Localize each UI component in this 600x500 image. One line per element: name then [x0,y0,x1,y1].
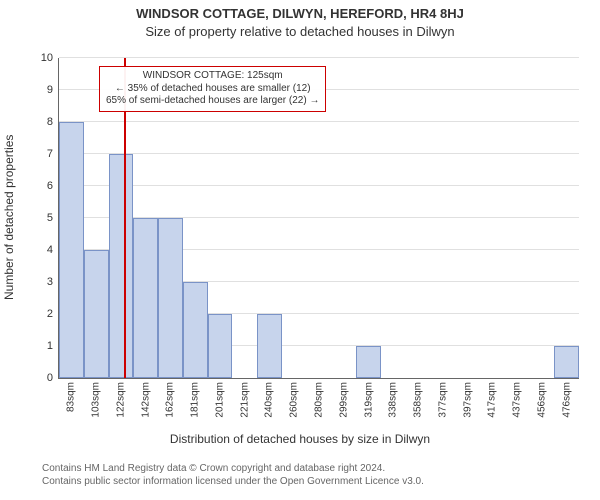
bar [158,218,183,378]
x-tick-label: 240sqm [264,382,275,418]
x-tick-label: 142sqm [140,382,151,418]
x-tick-label: 122sqm [115,382,126,418]
y-tick-label: 9 [47,84,53,96]
footer-line-1: Contains HM Land Registry data © Crown c… [42,462,424,475]
x-tick-label: 417sqm [487,382,498,418]
annotation-line-1: WINDSOR COTTAGE: 125sqm [106,70,319,83]
y-tick-label: 5 [47,212,53,224]
gridline [59,185,579,186]
x-tick-label: 377sqm [437,382,448,418]
x-tick-label: 456sqm [536,382,547,418]
bar [356,346,381,378]
y-tick-label: 2 [47,308,53,320]
annotation-line-2: ← 35% of detached houses are smaller (12… [106,83,319,96]
x-tick-label: 338sqm [388,382,399,418]
chart-title: WINDSOR COTTAGE, DILWYN, HEREFORD, HR4 8… [0,6,600,21]
x-tick-label: 319sqm [363,382,374,418]
x-tick-label: 181sqm [190,382,201,418]
bar [59,122,84,378]
x-tick-label: 437sqm [512,382,523,418]
bar [109,154,134,378]
bar [183,282,208,378]
chart-subtitle: Size of property relative to detached ho… [0,24,600,39]
y-tick-label: 4 [47,244,53,256]
x-tick-label: 280sqm [314,382,325,418]
x-tick-label: 476sqm [561,382,572,418]
bar [133,218,158,378]
y-tick-label: 10 [41,52,53,64]
y-tick-label: 7 [47,148,53,160]
gridline [59,153,579,154]
annotation-line-3: 65% of semi-detached houses are larger (… [106,95,319,108]
x-tick-label: 397sqm [462,382,473,418]
x-tick-label: 162sqm [165,382,176,418]
bar [208,314,233,378]
x-tick-label: 83sqm [66,382,77,412]
annotation-box: WINDSOR COTTAGE: 125sqm← 35% of detached… [99,66,326,112]
x-tick-label: 260sqm [289,382,300,418]
gridline [59,121,579,122]
y-tick-label: 1 [47,340,53,352]
y-axis-label: Number of detached properties [2,135,16,300]
x-axis-label: Distribution of detached houses by size … [0,432,600,446]
x-tick-label: 221sqm [239,382,250,418]
y-tick-label: 8 [47,116,53,128]
y-tick-label: 3 [47,276,53,288]
footer-attribution: Contains HM Land Registry data © Crown c… [42,462,424,488]
bar [554,346,579,378]
bar [257,314,282,378]
x-tick-label: 201sqm [214,382,225,418]
chart-plot-area: 01234567891083sqm103sqm122sqm142sqm162sq… [58,58,579,379]
y-tick-label: 6 [47,180,53,192]
x-tick-label: 299sqm [338,382,349,418]
gridline [59,57,579,58]
footer-line-2: Contains public sector information licen… [42,475,424,488]
x-tick-label: 358sqm [413,382,424,418]
y-tick-label: 0 [47,372,53,384]
bar [84,250,109,378]
x-tick-label: 103sqm [91,382,102,418]
